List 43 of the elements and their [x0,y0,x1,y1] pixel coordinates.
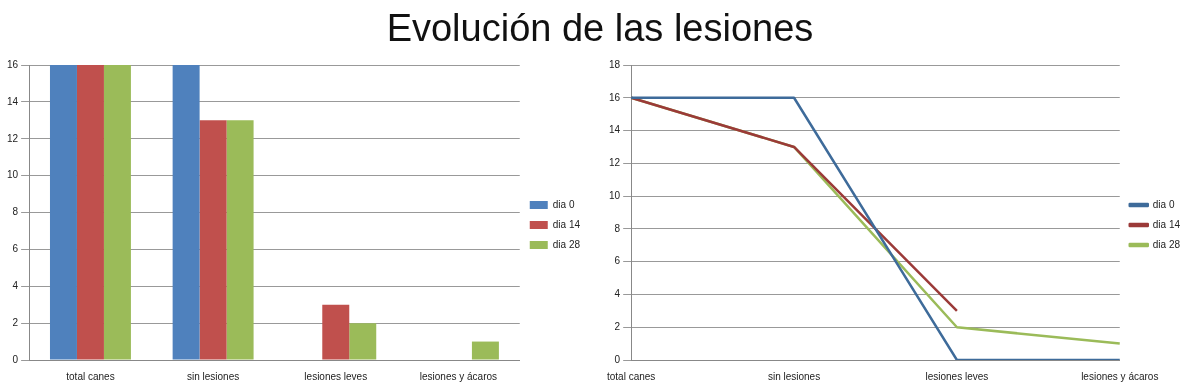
y-tick-label: 16 [7,58,19,70]
y-tick-label: 8 [614,222,621,234]
legend-label: dia 28 [552,238,581,250]
x-tick-label: sin lesiones [767,370,821,382]
bar [103,65,131,360]
y-tick-label: 16 [609,91,621,103]
legend-label: dia 0 [1152,198,1175,210]
y-tick-label: 14 [7,95,19,107]
x-tick-label: lesiones leves [304,370,368,382]
y-tick-label: 18 [609,58,621,70]
y-tick-label: 14 [609,124,621,136]
y-tick-label: 2 [12,316,19,328]
y-tick-label: 10 [609,189,621,201]
legend-label: dia 28 [1152,238,1181,250]
x-tick-label: lesiones y ácaros [1081,370,1159,382]
bar [349,323,377,360]
y-tick-label: 4 [614,288,621,300]
y-tick-label: 2 [614,320,621,332]
y-tick-label: 0 [614,353,621,365]
bar [322,304,350,360]
bar [76,65,104,360]
x-tick-label: lesiones leves [925,370,989,382]
y-tick-label: 6 [614,255,621,267]
text: Evolución de las lesiones [385,6,815,51]
y-tick-label: 12 [609,157,621,169]
bar [471,341,499,360]
legend-label: dia 14 [1152,218,1181,230]
x-tick-label: lesiones y ácaros [419,370,498,382]
y-tick-label: 4 [12,280,19,291]
x-tick-label: total canes [606,370,656,382]
y-tick-label: 0 [12,353,19,365]
legend-label: dia 0 [552,198,575,210]
y-tick-label: 6 [12,243,19,255]
y-tick-label: 12 [7,132,19,144]
y-tick-label: 10 [7,169,19,181]
bar [226,120,254,360]
legend-label: dia 14 [552,218,581,230]
x-tick-label: sin lesiones [186,370,240,382]
bar [172,65,200,360]
bar [49,65,77,360]
x-tick-label: total canes [66,370,115,382]
bar [199,120,227,360]
y-tick-label: 8 [12,206,19,218]
